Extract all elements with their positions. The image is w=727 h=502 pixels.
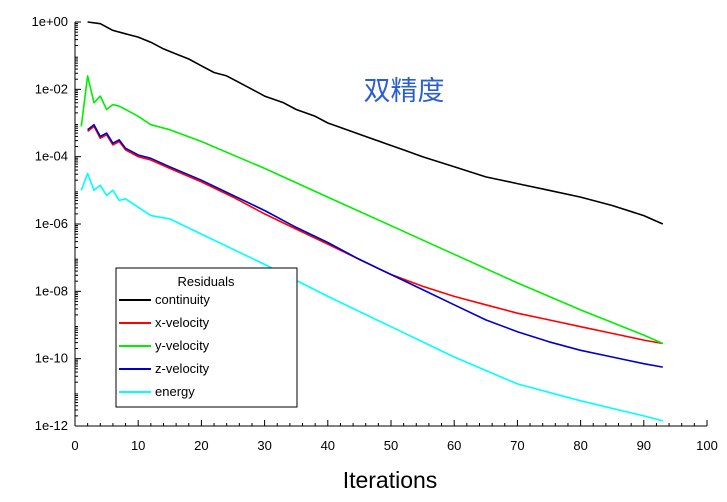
y-tick-label-2: 1e-04 (35, 149, 68, 164)
series-line-z-velocity (87, 123, 663, 368)
annotation-label: 双精度 (364, 76, 445, 107)
y-tick-label-6: 1e-12 (35, 418, 68, 433)
y-tick-label-1: 1e-02 (35, 81, 68, 96)
x-tick-label-20: 20 (194, 438, 208, 453)
x-tick-label-100: 100 (696, 438, 718, 453)
x-axis-title: Iterations (343, 467, 438, 493)
series-line-x-velocity (87, 125, 663, 345)
x-tick-label-80: 80 (573, 438, 587, 453)
series-lines (80, 21, 664, 422)
x-tick-label-70: 70 (510, 438, 524, 453)
series-line-continuity (87, 21, 664, 225)
x-tick-label-40: 40 (321, 438, 335, 453)
legend-label-y-velocity: y-velocity (155, 338, 210, 353)
x-tick-label-0: 0 (71, 438, 78, 453)
legend-label-continuity: continuity (155, 292, 210, 307)
legend-box (115, 267, 298, 408)
y-tick-label-4: 1e-08 (35, 283, 68, 298)
legend-items: continuity x-velocity y-velocity z-velocity… (119, 292, 210, 399)
x-tick-label-50: 50 (384, 438, 398, 453)
legend-title: Residuals (177, 274, 235, 289)
x-tick-label-60: 60 (447, 438, 461, 453)
legend-label-energy: energy (155, 384, 195, 399)
y-tick-label-5: 1e-10 (35, 351, 68, 366)
x-tick-label-90: 90 (637, 438, 651, 453)
legend-label-x-velocity: x-velocity (155, 315, 210, 330)
series-line-y-velocity (80, 75, 664, 345)
legend: Residuals continuity x-velocity y-velocity… (115, 267, 298, 408)
y-tick-label-0: 1e+00 (31, 14, 68, 29)
x-ticks: 0 10 20 30 40 50 60 70 80 90 100 (71, 420, 718, 453)
y-tick-label-3: 1e-06 (35, 216, 68, 231)
x-tick-label-30: 30 (257, 438, 271, 453)
series-line-energy (80, 172, 664, 422)
y-ticks: 1e+00 1e-02 1e-04 1e-06 1e-08 1e-10 1e-12 (31, 14, 81, 433)
x-tick-label-10: 10 (131, 438, 145, 453)
legend-label-z-velocity: z-velocity (155, 361, 210, 376)
